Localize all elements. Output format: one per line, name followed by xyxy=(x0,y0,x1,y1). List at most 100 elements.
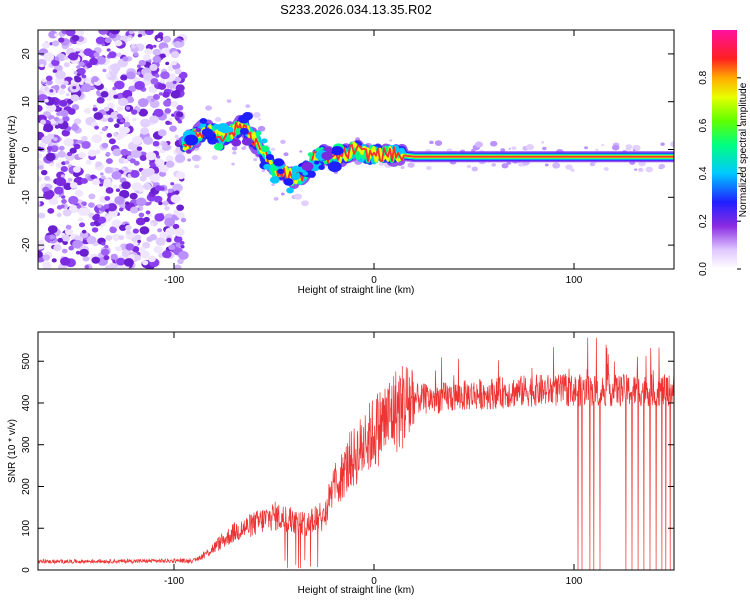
noise-blob xyxy=(154,73,160,78)
noise-blob xyxy=(625,144,633,150)
ridge-blob xyxy=(307,152,314,157)
noise-blob xyxy=(55,162,63,169)
noise-blob xyxy=(175,242,182,248)
snr-ytick-label: 500 xyxy=(21,352,32,369)
noise-blob xyxy=(150,77,159,85)
noise-blob xyxy=(164,205,170,211)
noise-blob xyxy=(158,170,167,177)
spectrogram-ytick-label: -20 xyxy=(21,237,32,252)
snr-xtick-label: -100 xyxy=(164,576,184,587)
noise-blob xyxy=(169,125,177,132)
ridge-blob xyxy=(184,136,195,145)
noise-blob xyxy=(56,212,62,218)
noise-blob xyxy=(101,142,109,149)
noise-blob xyxy=(177,119,183,124)
noise-blob xyxy=(93,112,103,120)
noise-blob xyxy=(121,167,126,171)
noise-blob xyxy=(38,152,42,159)
noise-blob xyxy=(157,38,161,42)
noise-blob xyxy=(407,162,415,168)
noise-blob xyxy=(41,78,47,83)
noise-blob xyxy=(117,133,125,139)
noise-blob xyxy=(137,98,149,108)
noise-blob xyxy=(77,67,86,75)
noise-blob xyxy=(174,76,182,83)
noise-blob xyxy=(271,183,275,187)
noise-blob xyxy=(86,63,93,69)
noise-blob xyxy=(109,262,117,269)
noise-blob xyxy=(54,56,60,61)
noise-blob xyxy=(99,183,104,187)
ridge-blob xyxy=(239,127,249,135)
noise-blob xyxy=(138,108,149,117)
noise-blob xyxy=(105,158,113,165)
noise-blob xyxy=(110,253,118,260)
noise-blob xyxy=(122,56,129,62)
noise-blob xyxy=(60,109,69,117)
noise-blob xyxy=(69,147,77,154)
noise-blob xyxy=(52,40,60,47)
ridge-blob xyxy=(318,164,325,171)
noise-blob xyxy=(75,47,80,52)
noise-blob xyxy=(105,235,113,241)
noise-blob xyxy=(611,144,620,151)
ridge-blob xyxy=(301,161,314,171)
noise-blob xyxy=(78,151,86,159)
noise-blob xyxy=(165,160,175,168)
noise-blob xyxy=(120,148,129,156)
noise-blob xyxy=(113,184,118,189)
noise-blob xyxy=(172,80,177,85)
noise-blob xyxy=(162,35,172,43)
noise-blob xyxy=(43,191,54,200)
colorbar-gradient xyxy=(712,30,737,269)
noise-blob xyxy=(42,254,51,261)
noise-blob xyxy=(658,163,666,169)
noise-blob xyxy=(261,169,266,173)
colorbar-tick-label: 0.4 xyxy=(698,166,709,180)
noise-blob xyxy=(176,111,184,118)
noise-blob xyxy=(38,176,43,182)
noise-blob xyxy=(194,164,200,169)
noise-blob xyxy=(39,63,44,68)
noise-blob xyxy=(584,146,589,150)
noise-blob xyxy=(61,234,71,242)
noise-blob xyxy=(142,241,151,249)
noise-blob xyxy=(56,111,62,117)
noise-blob xyxy=(76,204,82,209)
noise-blob xyxy=(91,86,96,90)
noise-blob xyxy=(120,74,128,81)
ridge-blob xyxy=(201,128,214,137)
noise-blob xyxy=(81,74,87,79)
spectrogram-xtick-label: 0 xyxy=(371,275,377,286)
noise-blob xyxy=(158,92,164,96)
noise-blob xyxy=(133,52,139,57)
noise-blob xyxy=(173,40,182,48)
ridge-blob xyxy=(260,145,270,153)
noise-blob xyxy=(129,158,136,164)
noise-blob xyxy=(157,228,163,233)
noise-blob xyxy=(180,217,187,223)
noise-blob xyxy=(175,154,186,163)
noise-blob xyxy=(61,129,71,137)
noise-blob xyxy=(61,248,68,254)
noise-blob xyxy=(112,148,122,157)
noise-blob xyxy=(85,159,92,165)
noise-blob xyxy=(156,155,161,159)
noise-blob xyxy=(105,73,111,78)
noise-blob xyxy=(166,237,172,243)
noise-blob xyxy=(108,138,116,145)
noise-blob xyxy=(231,162,235,166)
noise-blob xyxy=(152,55,161,63)
noise-blob xyxy=(63,182,73,191)
noise-blob xyxy=(60,174,65,178)
noise-blob xyxy=(170,50,180,59)
noise-blob xyxy=(118,207,124,212)
noise-blob xyxy=(299,150,303,153)
noise-blob xyxy=(42,261,52,269)
noise-blob xyxy=(119,224,127,231)
noise-blob xyxy=(113,94,119,99)
noise-blob xyxy=(146,236,153,242)
noise-blob xyxy=(142,260,149,266)
noise-blob xyxy=(76,65,81,69)
spectrogram-ylabel: Frequency (Hz) xyxy=(7,116,18,185)
